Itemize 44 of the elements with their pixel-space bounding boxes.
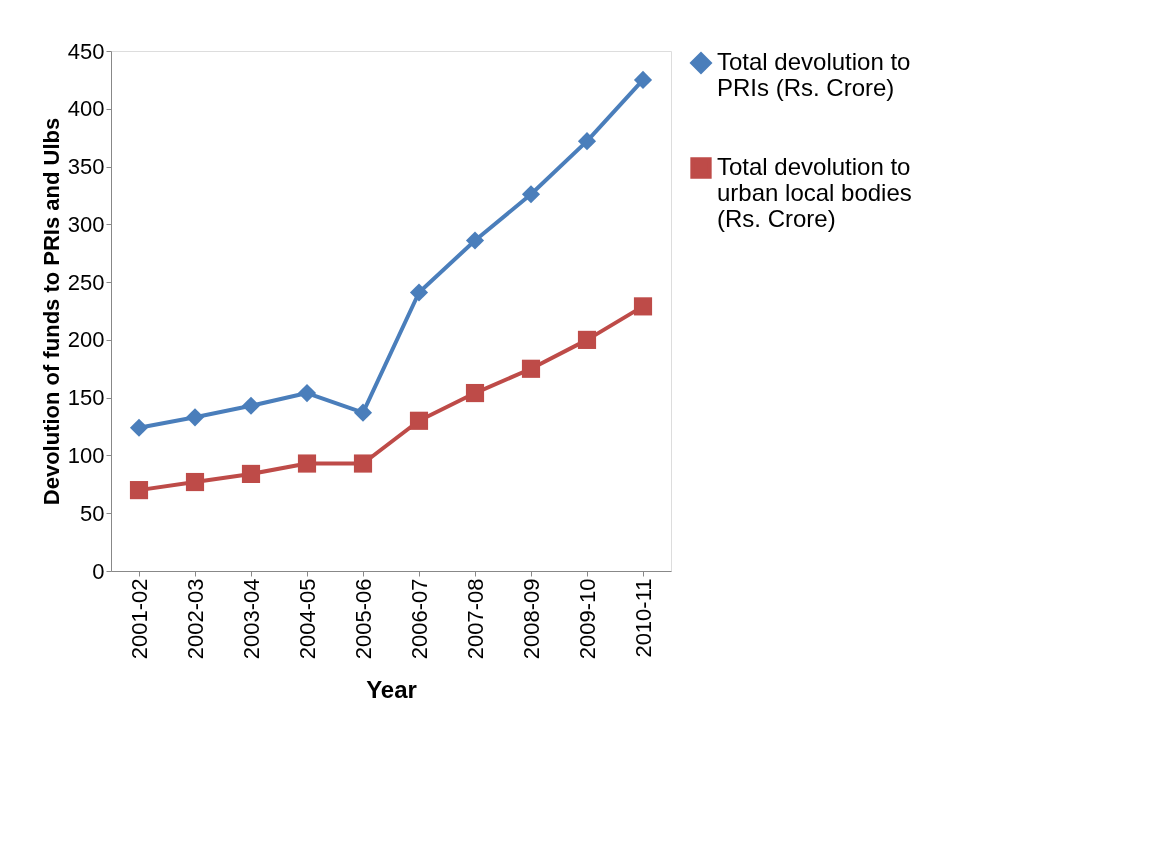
y-tick-label: 0 — [92, 558, 105, 584]
legend-label: Total devolution to PRIs (Rs. Crore) — [717, 48, 911, 101]
y-tick-label: 50 — [80, 500, 105, 526]
y-tick-label: 450 — [67, 38, 105, 64]
point — [633, 70, 653, 89]
y-axis-title: Devolution of funds to PRIs and Ulbs — [38, 117, 64, 506]
point — [129, 481, 149, 500]
point — [521, 185, 541, 204]
point — [185, 408, 205, 427]
point — [577, 132, 597, 151]
point — [521, 359, 541, 378]
x-tick-label: 2006-07 — [406, 578, 432, 660]
point — [465, 383, 485, 403]
y-tick-label: 350 — [67, 154, 105, 180]
y-tick-label: 250 — [67, 269, 105, 295]
point — [633, 297, 653, 316]
y-tick-label: 300 — [67, 211, 105, 237]
x-tick-label: 2009-10 — [574, 578, 600, 660]
y-tick-label: 150 — [67, 385, 105, 411]
x-tick-label: 2003-04 — [238, 578, 264, 660]
x-tick-label: 2010-11 — [630, 578, 656, 658]
point — [409, 411, 429, 430]
point — [241, 396, 261, 415]
point — [353, 403, 373, 422]
point — [577, 330, 597, 349]
point — [129, 418, 149, 437]
x-axis-title: Year — [366, 676, 417, 704]
y-tick-label: 100 — [67, 442, 105, 468]
x-tick-label: 2007-08 — [462, 578, 488, 660]
x-tick-label: 2002-03 — [182, 578, 208, 660]
point — [297, 383, 317, 403]
y-tick-label: 400 — [67, 96, 105, 122]
y-tick-label: 200 — [67, 327, 105, 353]
point — [241, 464, 261, 484]
point — [185, 472, 205, 492]
x-tick-label: 2004-05 — [294, 578, 320, 660]
point — [409, 283, 429, 302]
point — [297, 454, 317, 473]
x-tick-label: 2001-02 — [126, 578, 152, 660]
x-tick-label: 2005-06 — [350, 578, 376, 660]
point — [465, 231, 485, 250]
legend-label: Total devolution to urban local bodies (Rs. Crore) — [717, 153, 912, 232]
point — [353, 454, 373, 473]
x-tick-label: 2008-09 — [518, 578, 544, 660]
